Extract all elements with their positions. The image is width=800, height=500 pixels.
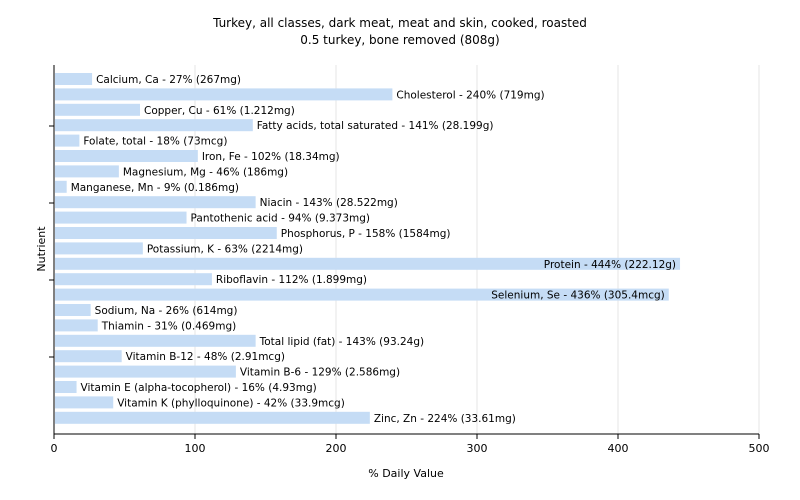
bar — [55, 119, 253, 132]
bar-label: Vitamin B-12 - 48% (2.91mcg) — [126, 351, 285, 363]
bar-label: Sodium, Na - 26% (614mg) — [95, 305, 238, 317]
bars: Calcium, Ca - 27% (267mg) Cholesterol - 2… — [55, 73, 681, 425]
x-tick-label: 400 — [608, 442, 629, 455]
bar — [55, 180, 67, 193]
chart-title: Turkey, all classes, dark meat, meat and… — [212, 16, 587, 30]
bar-label: Zinc, Zn - 224% (33.61mg) — [374, 413, 516, 425]
x-tick-label: 200 — [326, 442, 347, 455]
bar-label: Iron, Fe - 102% (18.34mg) — [202, 151, 340, 163]
bar — [55, 88, 393, 101]
bar-label: Manganese, Mn - 9% (0.186mg) — [71, 182, 239, 194]
bar — [55, 196, 256, 209]
bar-label: Copper, Cu - 61% (1.212mg) — [144, 105, 295, 117]
x-tick-label: 300 — [467, 442, 488, 455]
bar-label: Niacin - 143% (28.522mg) — [260, 197, 398, 209]
bar-label: Pantothenic acid - 94% (9.373mg) — [191, 213, 370, 225]
bar-label: Magnesium, Mg - 46% (186mg) — [123, 166, 288, 178]
y-axis-label: Nutrient — [35, 226, 48, 272]
x-tick-label: 100 — [185, 442, 206, 455]
bar — [55, 288, 669, 301]
bar — [55, 350, 122, 363]
bar — [55, 165, 119, 178]
bar — [55, 257, 681, 270]
x-tick-label: 500 — [749, 442, 770, 455]
x-tick-label: 0 — [51, 442, 58, 455]
bar-label: Vitamin K (phylloquinone) - 42% (33.9mcg… — [117, 397, 345, 409]
bar — [55, 411, 370, 424]
bar — [55, 396, 114, 409]
bar-label: Total lipid (fat) - 143% (93.24g) — [259, 336, 424, 348]
bar — [55, 242, 143, 255]
bar — [55, 304, 91, 316]
bar — [55, 134, 80, 147]
bar-label: Phosphorus, P - 158% (1584mg) — [281, 228, 451, 240]
bar — [55, 381, 77, 393]
x-axis-label: % Daily Value — [368, 467, 444, 480]
bar-label: Protein - 444% (222.12g) — [544, 259, 676, 271]
bar — [55, 103, 141, 116]
bar-label: Thiamin - 31% (0.469mg) — [101, 320, 237, 332]
bar-label: Vitamin E (alpha-tocopherol) - 16% (4.93… — [81, 382, 317, 394]
bar — [55, 365, 236, 378]
bar — [55, 273, 212, 286]
bar-label: Calcium, Ca - 27% (267mg) — [96, 74, 241, 86]
bar — [55, 150, 198, 162]
bar — [55, 73, 93, 85]
bar-label: Fatty acids, total saturated - 141% (28.… — [257, 120, 494, 132]
bar-label: Vitamin B-6 - 129% (2.586mg) — [240, 367, 400, 379]
bar-label: Riboflavin - 112% (1.899mg) — [216, 274, 367, 286]
bar — [55, 334, 256, 347]
bar-label: Cholesterol - 240% (719mg) — [396, 89, 544, 101]
bar-label: Selenium, Se - 436% (305.4mcg) — [491, 290, 665, 302]
chart-subtitle: 0.5 turkey, bone removed (808g) — [300, 33, 499, 47]
bar-label: Folate, total - 18% (73mcg) — [83, 136, 227, 148]
bar — [55, 227, 277, 239]
bar — [55, 319, 98, 332]
bar-label: Potassium, K - 63% (2214mg) — [147, 243, 303, 255]
x-axis-ticks: 0 100 200 300 400 500 — [49, 125, 770, 455]
bar — [55, 211, 187, 224]
